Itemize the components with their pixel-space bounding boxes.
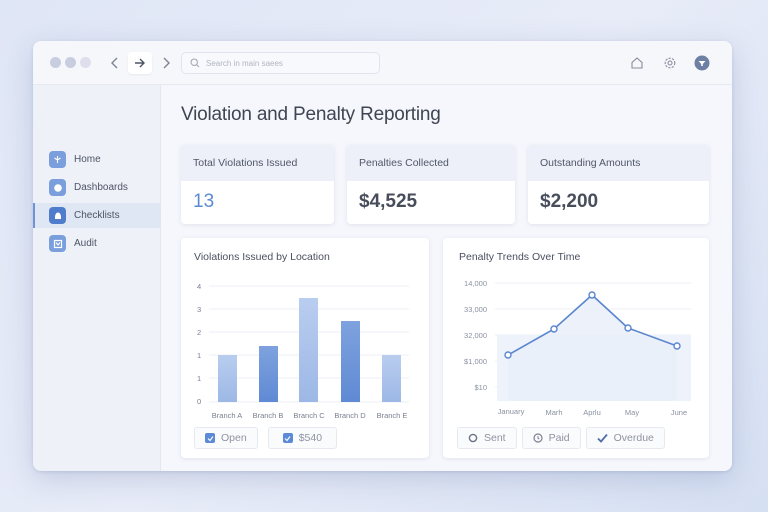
next-button[interactable] xyxy=(154,52,178,74)
sidebar-item-dashboards[interactable]: Dashboards xyxy=(33,175,161,200)
sidebar-item-checklists[interactable]: Checklists xyxy=(33,203,161,228)
svg-text:0: 0 xyxy=(197,397,201,406)
window-dot-close[interactable] xyxy=(50,57,61,68)
svg-text:Branch D: Branch D xyxy=(334,411,366,420)
svg-text:1: 1 xyxy=(197,351,201,360)
legend-label: Sent xyxy=(484,432,506,444)
page-title: Violation and Penalty Reporting xyxy=(181,104,441,125)
home-button[interactable] xyxy=(628,54,646,72)
search-input[interactable] xyxy=(206,58,366,68)
main-content: Violation and Penalty Reporting Total Vi… xyxy=(162,85,732,471)
check-icon xyxy=(596,433,608,443)
settings-button[interactable] xyxy=(661,54,679,72)
svg-text:33,000: 33,000 xyxy=(464,305,487,314)
svg-text:1: 1 xyxy=(197,374,201,383)
svg-text:Aprlu: Aprlu xyxy=(583,408,601,417)
bar-chart-card: Violations Issued by Location 4 3 2 1 1 0 xyxy=(181,238,429,458)
bar-branch-d[interactable] xyxy=(341,321,360,402)
kpi-label: Penalties Collected xyxy=(347,145,515,181)
line-chart-legend: Sent Paid Overdue xyxy=(457,427,665,449)
legend-540[interactable]: $540 xyxy=(267,427,338,449)
sidebar-item-audit[interactable]: Audit xyxy=(33,231,161,256)
bar-branch-a[interactable] xyxy=(218,355,237,402)
app-window: Home Dashboards Checklists Audit Violati… xyxy=(33,41,732,471)
sidebar-item-label: Home xyxy=(74,154,101,165)
titlebar xyxy=(33,41,732,85)
legend-label: Open xyxy=(221,432,247,444)
kpi-card-penalties-collected: Penalties Collected $4,525 xyxy=(347,145,515,224)
search-bar[interactable] xyxy=(181,52,380,74)
kpi-label: Total Violations Issued xyxy=(181,145,334,181)
bar-chart-legend: Open $540 xyxy=(194,427,338,449)
line-chart-card: Penalty Trends Over Time 14,000 33,000 32,… xyxy=(443,238,709,458)
svg-text:Branch B: Branch B xyxy=(253,411,284,420)
gear-icon xyxy=(664,57,676,69)
home-icon xyxy=(631,57,643,69)
point-may[interactable] xyxy=(624,324,632,332)
bar-chart: 4 3 2 1 1 0 Branch A Branch B xyxy=(197,282,409,420)
checkbox-icon xyxy=(205,433,215,443)
chevron-right-icon xyxy=(163,57,170,69)
svg-text:$1,000: $1,000 xyxy=(464,357,487,366)
chart-title: Violations Issued by Location xyxy=(194,251,330,263)
window-dot-minimize[interactable] xyxy=(65,57,76,68)
chevron-left-icon xyxy=(111,57,118,69)
forward-button[interactable] xyxy=(128,52,152,74)
bar-branch-e[interactable] xyxy=(382,355,401,402)
svg-text:4: 4 xyxy=(197,282,201,291)
svg-text:14,000: 14,000 xyxy=(464,279,487,288)
audit-icon xyxy=(49,235,66,252)
point-january[interactable] xyxy=(504,351,512,359)
arrow-right-icon xyxy=(135,58,145,68)
legend-sent[interactable]: Sent xyxy=(457,427,517,449)
clock-icon xyxy=(533,433,543,443)
svg-text:Branch E: Branch E xyxy=(377,411,408,420)
window-dot-maximize[interactable] xyxy=(80,57,91,68)
sidebar-item-label: Audit xyxy=(74,238,97,249)
point-april[interactable] xyxy=(588,291,596,299)
dashboard-icon xyxy=(49,179,66,196)
point-march[interactable] xyxy=(550,325,558,333)
back-button[interactable] xyxy=(103,52,127,74)
legend-label: Overdue xyxy=(613,432,654,444)
legend-label: $540 xyxy=(298,432,323,444)
svg-text:June: June xyxy=(671,408,687,417)
search-icon xyxy=(190,58,200,68)
kpi-value: $2,200 xyxy=(540,191,599,212)
sidebar-item-label: Checklists xyxy=(74,210,120,221)
kpi-label: Outstanding Amounts xyxy=(528,145,709,181)
sidebar-item-home[interactable]: Home xyxy=(33,147,161,172)
chart-title: Penalty Trends Over Time xyxy=(459,251,581,263)
line-chart: 14,000 33,000 32,000 $1,000 $10 xyxy=(464,279,691,417)
filter-button[interactable] xyxy=(693,54,711,72)
checkbox-icon xyxy=(282,433,293,443)
svg-text:Branch A: Branch A xyxy=(212,411,242,420)
kpi-card-outstanding-amounts: Outstanding Amounts $2,200 xyxy=(528,145,709,224)
legend-label: Paid xyxy=(548,432,570,444)
legend-open[interactable]: Open xyxy=(194,427,258,449)
svg-text:$10: $10 xyxy=(474,383,487,392)
svg-text:January: January xyxy=(498,407,525,416)
svg-text:2: 2 xyxy=(197,328,201,337)
svg-text:Marh: Marh xyxy=(545,408,562,417)
legend-overdue[interactable]: Overdue xyxy=(585,427,665,449)
point-june[interactable] xyxy=(673,342,681,350)
sidebar-item-label: Dashboards xyxy=(74,182,128,193)
checklist-icon xyxy=(49,207,66,224)
bar-branch-b[interactable] xyxy=(259,346,278,402)
kpi-value: 13 xyxy=(193,191,215,212)
svg-text:3: 3 xyxy=(197,305,201,314)
circle-icon xyxy=(468,433,478,443)
svg-text:May: May xyxy=(625,408,639,417)
filter-icon xyxy=(694,55,710,71)
home-icon xyxy=(49,151,66,168)
sidebar: Home Dashboards Checklists Audit xyxy=(33,85,161,471)
legend-paid[interactable]: Paid xyxy=(521,427,581,449)
kpi-value: $4,525 xyxy=(359,191,418,212)
bar-branch-c[interactable] xyxy=(299,298,318,402)
svg-text:Branch C: Branch C xyxy=(293,411,325,420)
svg-text:32,000: 32,000 xyxy=(464,331,487,340)
kpi-card-total-violations: Total Violations Issued 13 xyxy=(181,145,334,224)
